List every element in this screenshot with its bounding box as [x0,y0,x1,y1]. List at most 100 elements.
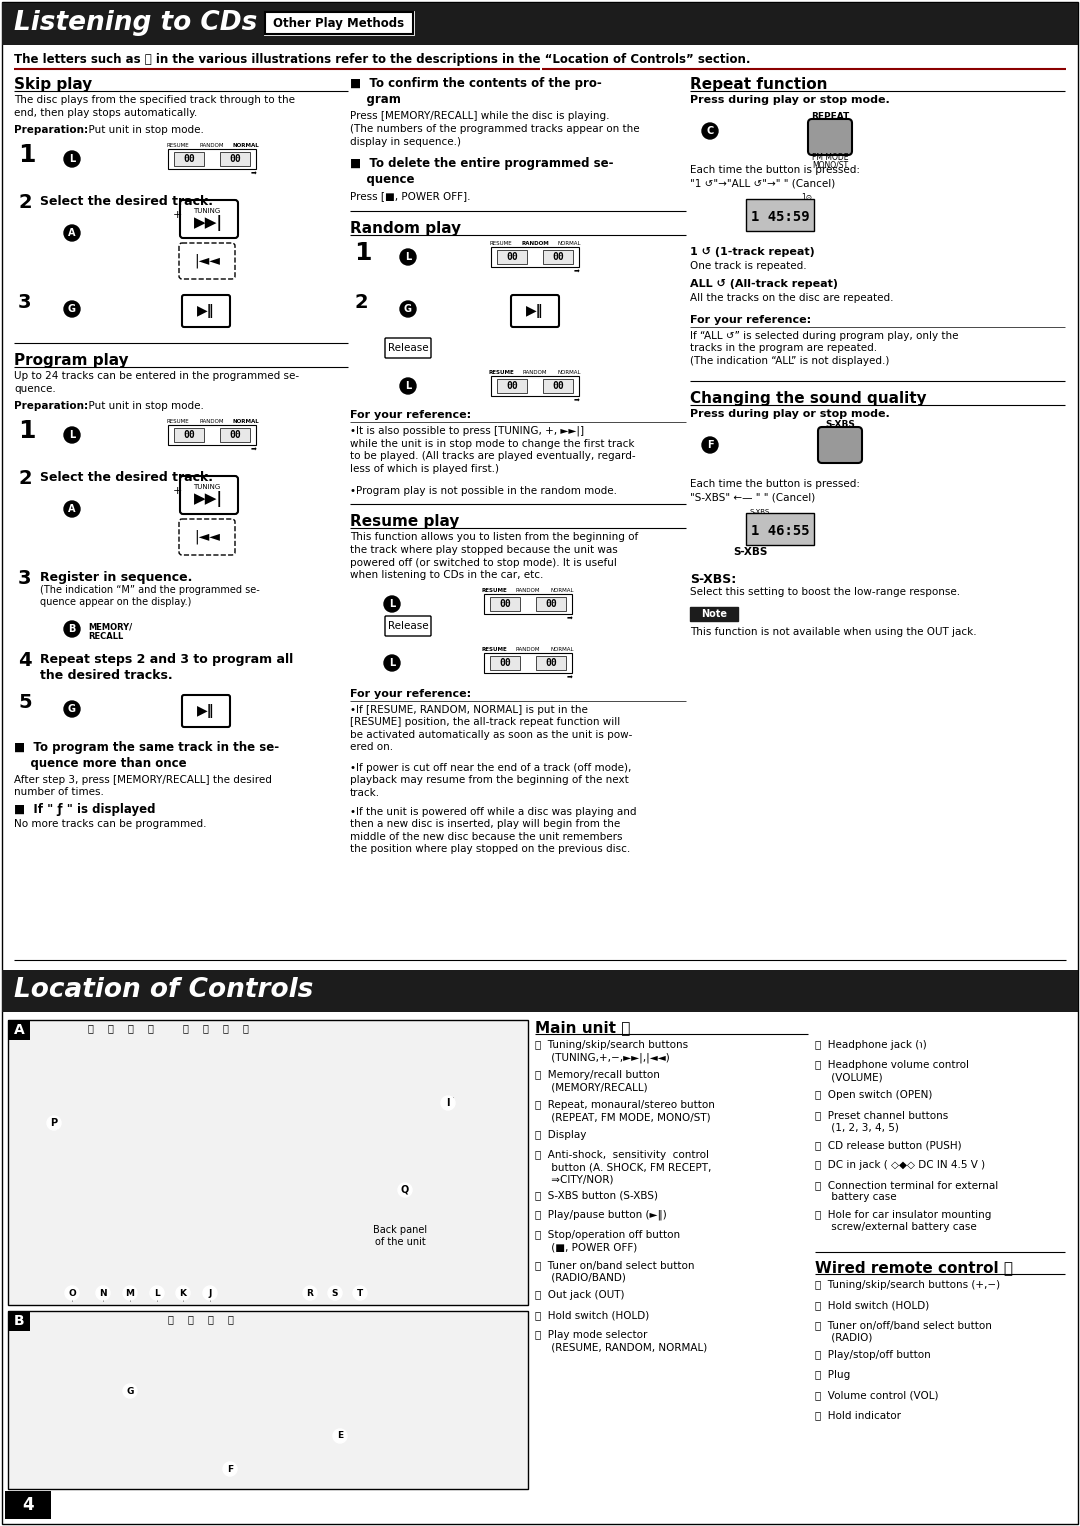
Text: M: M [125,1288,135,1297]
FancyBboxPatch shape [511,295,559,327]
Text: B: B [14,1314,25,1328]
Text: Ⓓ  Display: Ⓓ Display [535,1129,586,1140]
Text: S-XBS: S-XBS [733,546,767,557]
FancyBboxPatch shape [179,519,235,555]
Text: Skip play: Skip play [14,76,92,92]
Bar [490,597,519,610]
Bar [746,198,814,230]
Bar [746,513,814,545]
Circle shape [64,621,80,636]
FancyBboxPatch shape [180,476,238,514]
Text: Random play: Random play [350,221,461,237]
Text: ALL ↺ (All-track repeat): ALL ↺ (All-track repeat) [690,279,838,288]
Text: Ⓘ: Ⓘ [447,1096,453,1105]
Text: B: B [68,624,76,633]
Bar [8,1311,30,1331]
Text: Put unit in stop mode.: Put unit in stop mode. [82,125,204,134]
FancyBboxPatch shape [179,243,235,279]
Text: Ⓒ  Tuner on/off/band select button
     (RADIO): Ⓒ Tuner on/off/band select button (RADIO… [815,1320,991,1343]
Text: C: C [706,127,714,136]
Bar [5,1491,51,1518]
Text: S: S [332,1288,338,1297]
Text: Up to 24 tracks can be entered in the programmed se-
quence.: Up to 24 tracks can be entered in the pr… [14,371,299,394]
Text: Ⓐ  Tuning/skip/search buttons
     (TUNING,+,−,►►|,|◄◄): Ⓐ Tuning/skip/search buttons (TUNING,+,−… [535,1041,688,1064]
Text: 4: 4 [18,652,31,670]
Text: ▶‖: ▶‖ [526,304,543,317]
Text: NORMAL: NORMAL [557,369,581,375]
Text: •Program play is not possible in the random mode.: •Program play is not possible in the ran… [350,485,617,496]
Text: RANDOM: RANDOM [200,143,225,148]
Bar [174,427,204,443]
Text: If “ALL ↺” is selected during program play, only the
tracks in the program are r: If “ALL ↺” is selected during program pl… [690,331,959,366]
Text: Ⓓ: Ⓓ [227,1314,233,1325]
Text: |◄◄: |◄◄ [194,253,220,269]
Bar [690,607,738,621]
Text: Ⓖ  Hold indicator: Ⓖ Hold indicator [815,1410,901,1421]
Circle shape [64,501,80,517]
Text: G: G [68,304,76,314]
Bar [536,597,566,610]
Text: F: F [706,439,713,450]
Text: The disc plays from the specified track through to the
end, then play stops auto: The disc plays from the specified track … [14,95,295,118]
Text: Ⓟ: Ⓟ [51,1120,57,1129]
Text: Ⓘ  Tuner on/band select button
     (RADIO/BAND): Ⓘ Tuner on/band select button (RADIO/BAN… [535,1260,694,1282]
Bar [536,656,566,670]
Text: Ⓢ  Connection terminal for external
     battery case: Ⓢ Connection terminal for external batte… [815,1180,998,1202]
Text: Other Play Methods: Other Play Methods [273,17,405,29]
Text: TUNING: TUNING [193,484,220,490]
Text: Press during play or stop mode.: Press during play or stop mode. [690,95,890,105]
Text: 00: 00 [229,430,241,439]
Circle shape [64,224,80,241]
Text: ■  To program the same track in the se-
    quence more than once: ■ To program the same track in the se- q… [14,742,279,771]
Text: After step 3, press [MEMORY/RECALL] the desired
number of times.: After step 3, press [MEMORY/RECALL] the … [14,775,272,798]
Text: Program play: Program play [14,353,129,368]
Text: L: L [154,1288,160,1297]
Text: "1 ↺"→"ALL ↺"→" " (Cancel): "1 ↺"→"ALL ↺"→" " (Cancel) [690,179,835,189]
Circle shape [64,700,80,717]
Bar [491,375,579,397]
Text: FM MODE: FM MODE [812,153,848,162]
Circle shape [150,1286,164,1300]
Text: NORMAL: NORMAL [232,420,259,424]
Text: 00: 00 [507,252,518,262]
Text: L: L [69,154,76,163]
Text: All the tracks on the disc are repeated.: All the tracks on the disc are repeated. [690,293,893,304]
Text: Ⓗ: Ⓗ [242,1022,248,1033]
Text: RESUME: RESUME [481,647,507,652]
Bar [497,250,527,264]
Text: R: R [307,1288,313,1297]
Circle shape [64,151,80,166]
Text: Ⓒ  Repeat, monaural/stereo button
     (REPEAT, FM MODE, MONO/ST): Ⓒ Repeat, monaural/stereo button (REPEAT… [535,1100,715,1123]
Circle shape [384,597,400,612]
Text: "S-XBS" ←— " " (Cancel): "S-XBS" ←— " " (Cancel) [690,493,815,504]
Text: 00: 00 [499,600,511,609]
Text: N: N [99,1288,107,1297]
Text: Ⓔ  Plug: Ⓔ Plug [815,1370,850,1380]
Text: Each time the button is pressed:: Each time the button is pressed: [690,479,860,488]
Text: RESUME: RESUME [489,241,512,246]
Text: O: O [68,1288,76,1297]
Circle shape [64,301,80,317]
Bar [484,653,572,673]
Circle shape [400,378,416,394]
Text: Select the desired track.: Select the desired track. [40,472,213,484]
Text: Ⓛ  Play mode selector
     (RESUME, RANDOM, NORMAL): Ⓛ Play mode selector (RESUME, RANDOM, NO… [535,1331,707,1352]
Text: S-XBS:: S-XBS: [690,572,737,586]
Text: 2: 2 [354,293,367,311]
Text: Ⓚ  Hold switch (HOLD): Ⓚ Hold switch (HOLD) [535,1309,649,1320]
Text: L: L [69,430,76,439]
Text: 1: 1 [18,143,36,166]
Text: 1: 1 [354,241,372,266]
Text: 00: 00 [552,252,564,262]
Text: RANDOM: RANDOM [516,647,540,652]
Text: REPEAT: REPEAT [811,111,849,121]
Text: T: T [356,1288,363,1297]
Text: F: F [227,1465,233,1474]
Text: ➡: ➡ [567,615,572,621]
Bar [174,153,204,166]
Bar [168,150,256,169]
Text: 2: 2 [18,468,31,488]
Bar [543,378,573,394]
Text: L: L [405,382,411,391]
Text: ▶‖: ▶‖ [198,703,215,719]
